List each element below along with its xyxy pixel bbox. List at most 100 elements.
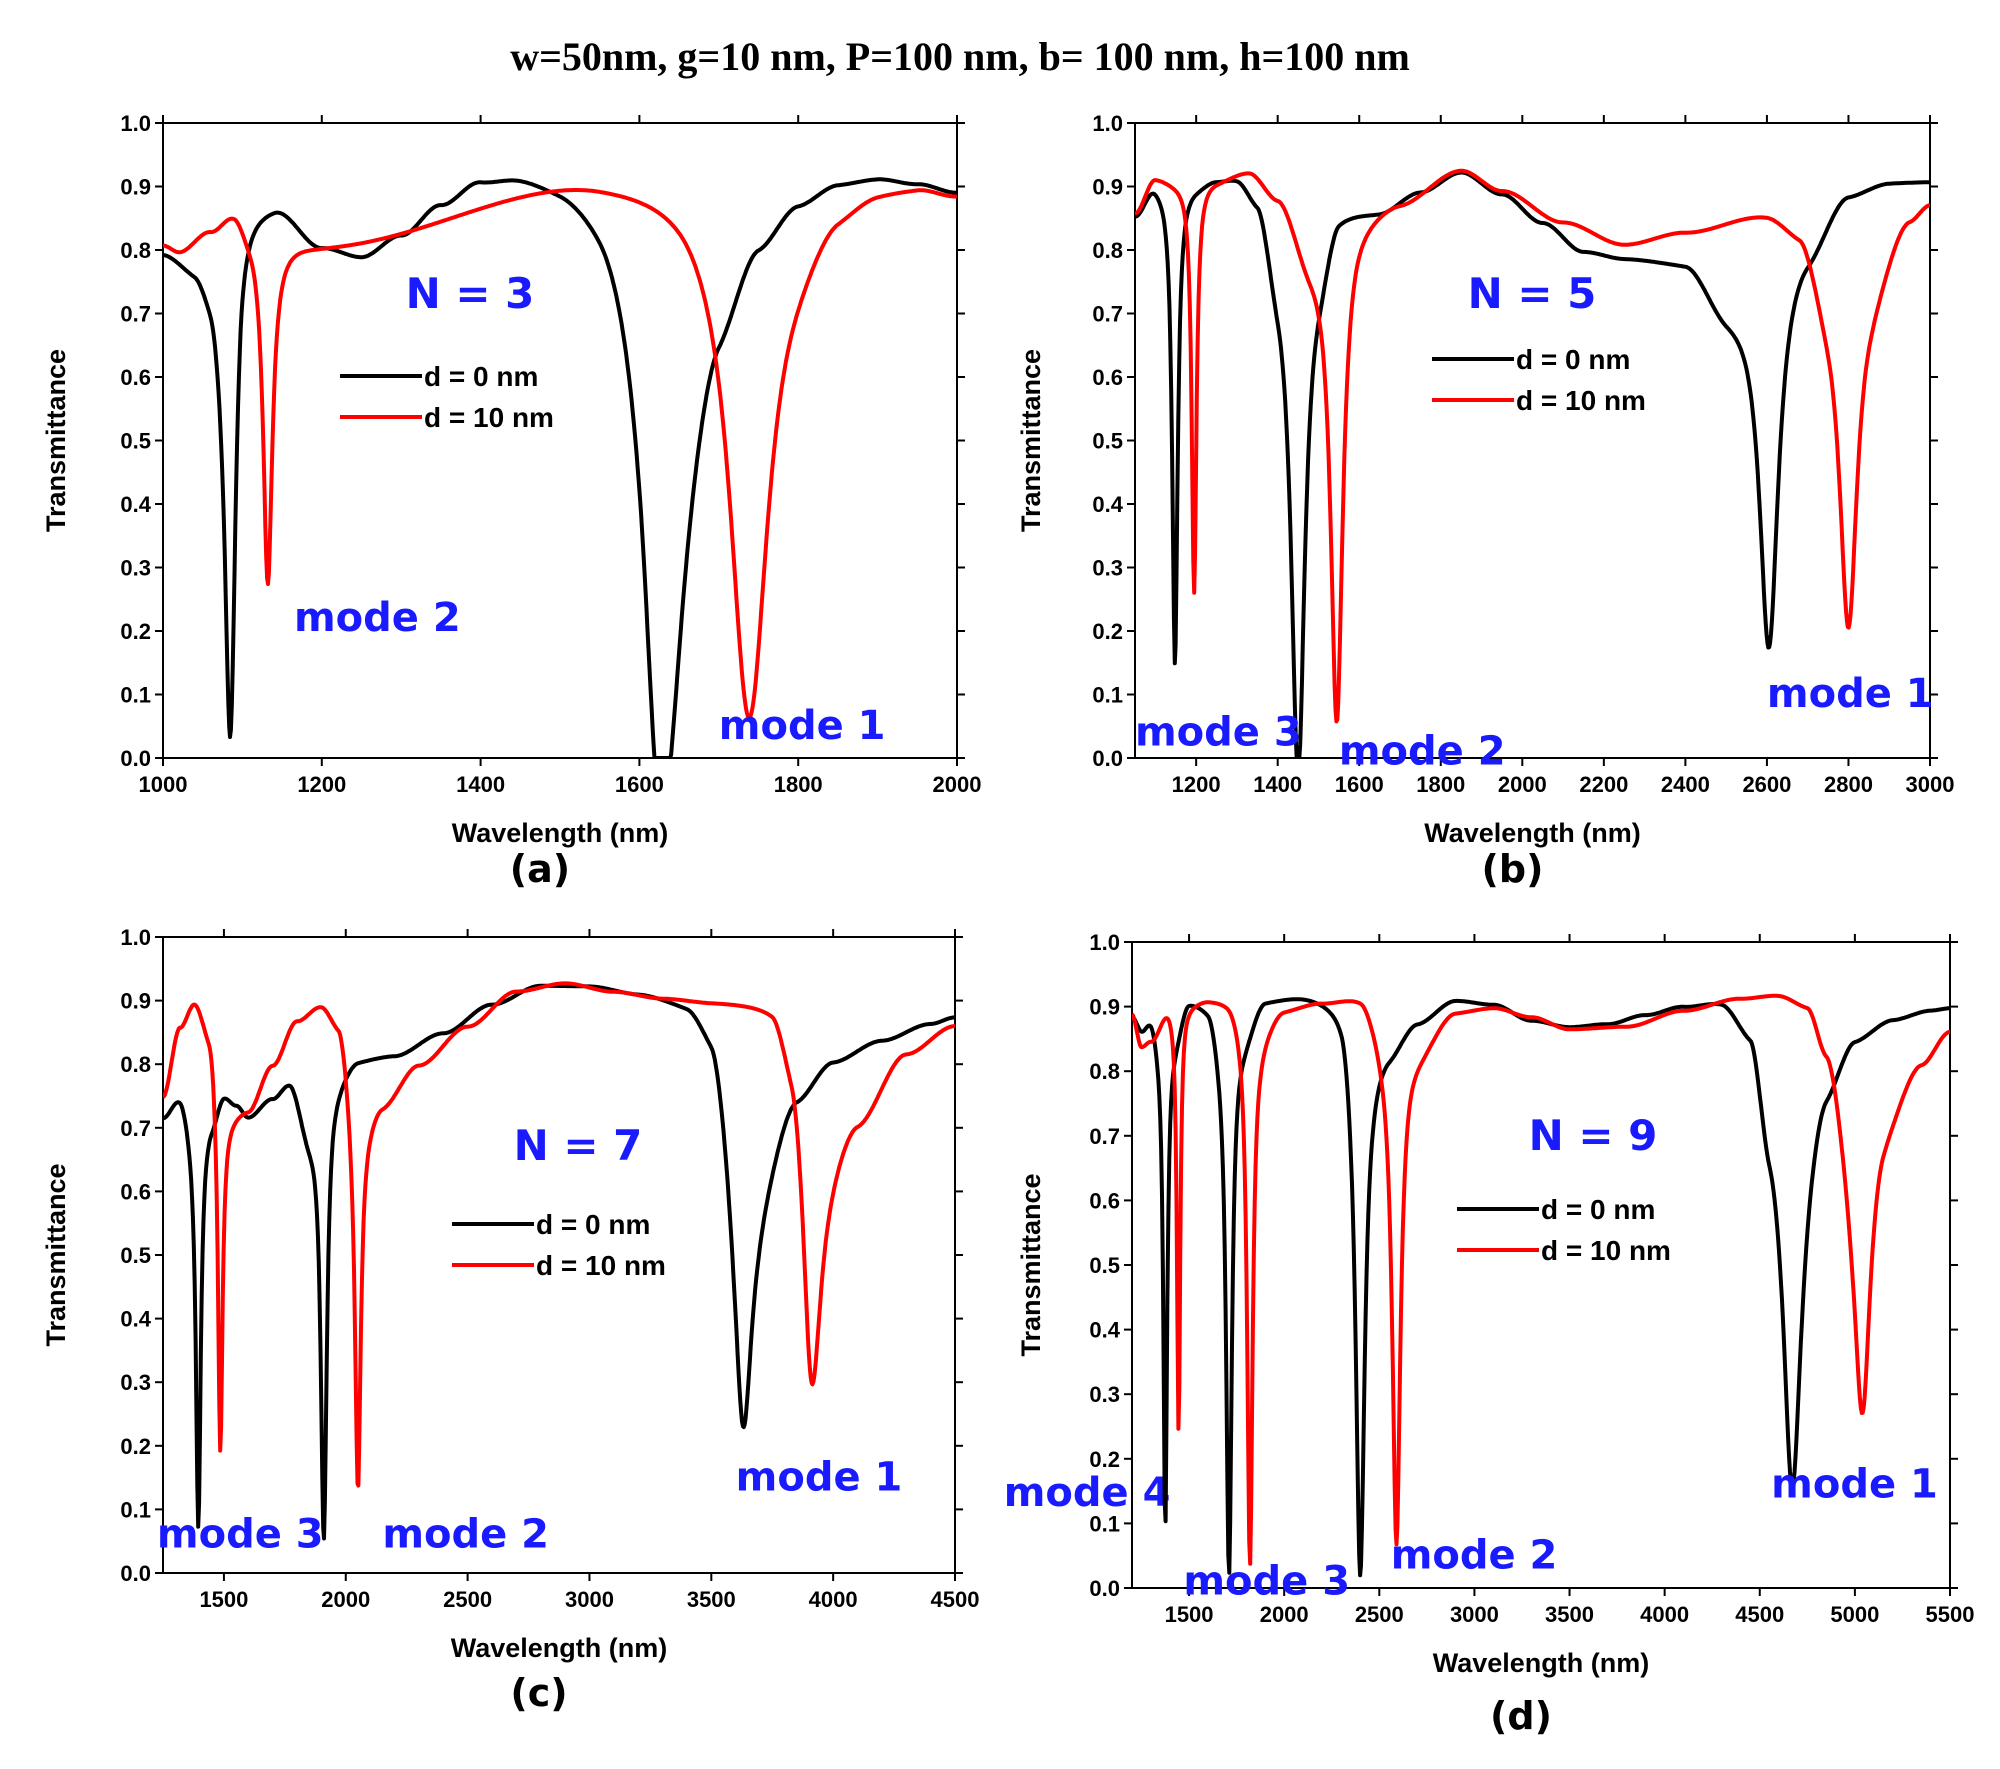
y-tick-label: 0.7 [1089, 1124, 1120, 1149]
n-label: N = 9 [1529, 1111, 1658, 1160]
x-tick-label: 1600 [1335, 772, 1384, 797]
y-axis-label: Transmittance [41, 1163, 71, 1346]
y-tick-label: 0.4 [1092, 492, 1123, 517]
legend-entry: d = 10 nm [424, 402, 554, 433]
legend-entry: d = 0 nm [1516, 344, 1630, 375]
mode-annotation: mode 1 [736, 1454, 903, 1500]
y-tick-label: 0.2 [120, 1434, 151, 1459]
x-tick-label: 2000 [1498, 772, 1547, 797]
panel-label: (a) [510, 847, 570, 891]
y-tick-label: 0.4 [120, 1307, 151, 1332]
y-axis-label: Transmittance [1016, 349, 1046, 532]
y-tick-label: 1.0 [1089, 930, 1120, 955]
y-tick-label: 0.9 [120, 175, 151, 200]
y-tick-label: 0.3 [1092, 556, 1123, 581]
y-tick-label: 0.2 [1089, 1447, 1120, 1472]
y-tick-label: 0.1 [1089, 1511, 1120, 1536]
y-tick-label: 0.5 [120, 1243, 151, 1268]
legend-entry: d = 10 nm [1541, 1235, 1671, 1266]
mode-annotation: mode 3 [157, 1512, 324, 1558]
x-tick-label: 3000 [1906, 772, 1955, 797]
y-tick-label: 0.3 [1089, 1382, 1120, 1407]
y-tick-label: 0.6 [120, 1179, 151, 1204]
y-tick-label: 0.6 [1089, 1188, 1120, 1213]
x-tick-label: 3500 [1545, 1602, 1594, 1627]
y-tick-label: 0.7 [120, 1116, 151, 1141]
x-tick-label: 1500 [1165, 1602, 1214, 1627]
x-tick-label: 1600 [615, 772, 664, 797]
x-tick-label: 2500 [443, 1587, 492, 1612]
y-tick-label: 0.8 [1092, 238, 1123, 263]
y-tick-label: 0.3 [120, 1370, 151, 1395]
x-tick-label: 4000 [809, 1587, 858, 1612]
x-tick-label: 5000 [1830, 1602, 1879, 1627]
y-tick-label: 0.2 [120, 619, 151, 644]
legend-entry: d = 0 nm [424, 361, 538, 392]
series-group [1132, 993, 1950, 1578]
mode-annotation: mode 2 [1391, 1533, 1558, 1579]
x-tick-label: 3000 [1450, 1602, 1499, 1627]
series-group [163, 177, 957, 758]
y-tick-label: 0.1 [120, 683, 151, 708]
x-axis-label: Wavelength (nm) [1424, 818, 1641, 848]
series-line-d0 [163, 177, 957, 758]
y-tick-label: 0.3 [120, 556, 151, 581]
panel-label: (b) [1482, 847, 1544, 891]
x-tick-label: 2000 [1260, 1602, 1309, 1627]
x-tick-label: 1800 [774, 772, 823, 797]
panel-label: (c) [510, 1671, 567, 1715]
plot-frame [162, 122, 958, 759]
y-tick-label: 0.8 [1089, 1059, 1120, 1084]
x-axis-label: Wavelength (nm) [451, 1633, 668, 1663]
x-tick-label: 2200 [1579, 772, 1628, 797]
legend-entry: d = 10 nm [536, 1250, 666, 1281]
panel-b: 0.0 0.1 0.2 0.3 0.4 0.5 0.6 0.7 0.8 0.9 1.0 1200 140… [1016, 111, 1954, 891]
y-tick-label: 0.4 [120, 492, 151, 517]
y-tick-label: 0.5 [1089, 1253, 1120, 1278]
x-axis-label: Wavelength (nm) [452, 818, 669, 848]
series-line-d0 [163, 983, 955, 1541]
series-line-d10 [163, 188, 957, 720]
series-line-d10 [1135, 168, 1930, 724]
x-tick-label: 3000 [565, 1587, 614, 1612]
series-group [163, 981, 955, 1541]
x-tick-label: 1800 [1416, 772, 1465, 797]
panels-group: 0.0 0.1 0.2 0.3 0.4 0.5 0.6 0.7 0.8 0.9 1.0 1000 120… [41, 111, 1974, 1738]
mode-annotation: mode 1 [719, 703, 886, 749]
x-tick-label: 1200 [297, 772, 346, 797]
mode-annotation: mode 1 [1767, 671, 1934, 717]
series-line-d0 [1135, 170, 1930, 758]
y-tick-label: 1.0 [120, 111, 151, 136]
series-line-d10 [1132, 993, 1950, 1566]
mode-annotation: mode 4 [1004, 1470, 1171, 1516]
figure-title: w=50nm, g=10 nm, P=100 nm, b= 100 nm, h=… [510, 34, 1410, 79]
panel-d: 0.0 0.1 0.2 0.3 0.4 0.5 0.6 0.7 0.8 0.9 1.0 1500 200… [1016, 930, 1974, 1738]
x-axis-label: Wavelength (nm) [1433, 1648, 1650, 1678]
legend-entry: d = 0 nm [1541, 1194, 1655, 1225]
series-group [1135, 168, 1930, 758]
x-tick-label: 1200 [1172, 772, 1221, 797]
x-tick-label: 5500 [1926, 1602, 1975, 1627]
n-label: N = 5 [1468, 269, 1597, 318]
y-tick-label: 0.8 [120, 238, 151, 263]
panel-c: 0.0 0.1 0.2 0.3 0.4 0.5 0.6 0.7 0.8 0.9 1.0 1500 200… [41, 925, 1170, 1715]
legend-entry: d = 0 nm [536, 1209, 650, 1240]
series-line-d0 [1132, 997, 1950, 1578]
y-tick-label: 0.7 [120, 302, 151, 327]
x-tick-label: 4500 [1735, 1602, 1784, 1627]
mode-annotation: mode 3 [1183, 1558, 1350, 1604]
y-tick-label: 0.1 [120, 1497, 151, 1522]
y-tick-label: 0.1 [1092, 683, 1123, 708]
x-tick-label: 4500 [931, 1587, 980, 1612]
mode-annotation: mode 2 [382, 1512, 549, 1558]
n-label: N = 7 [514, 1121, 643, 1170]
x-tick-label: 2400 [1661, 772, 1710, 797]
x-tick-label: 2800 [1824, 772, 1873, 797]
y-tick-label: 1.0 [1092, 111, 1123, 136]
mode-annotation: mode 2 [294, 595, 461, 641]
series-line-d10 [163, 981, 955, 1488]
y-tick-label: 0.0 [120, 1561, 151, 1586]
y-tick-label: 0.6 [1092, 365, 1123, 390]
y-axis-label: Transmittance [1016, 1173, 1046, 1356]
y-tick-label: 0.6 [120, 365, 151, 390]
